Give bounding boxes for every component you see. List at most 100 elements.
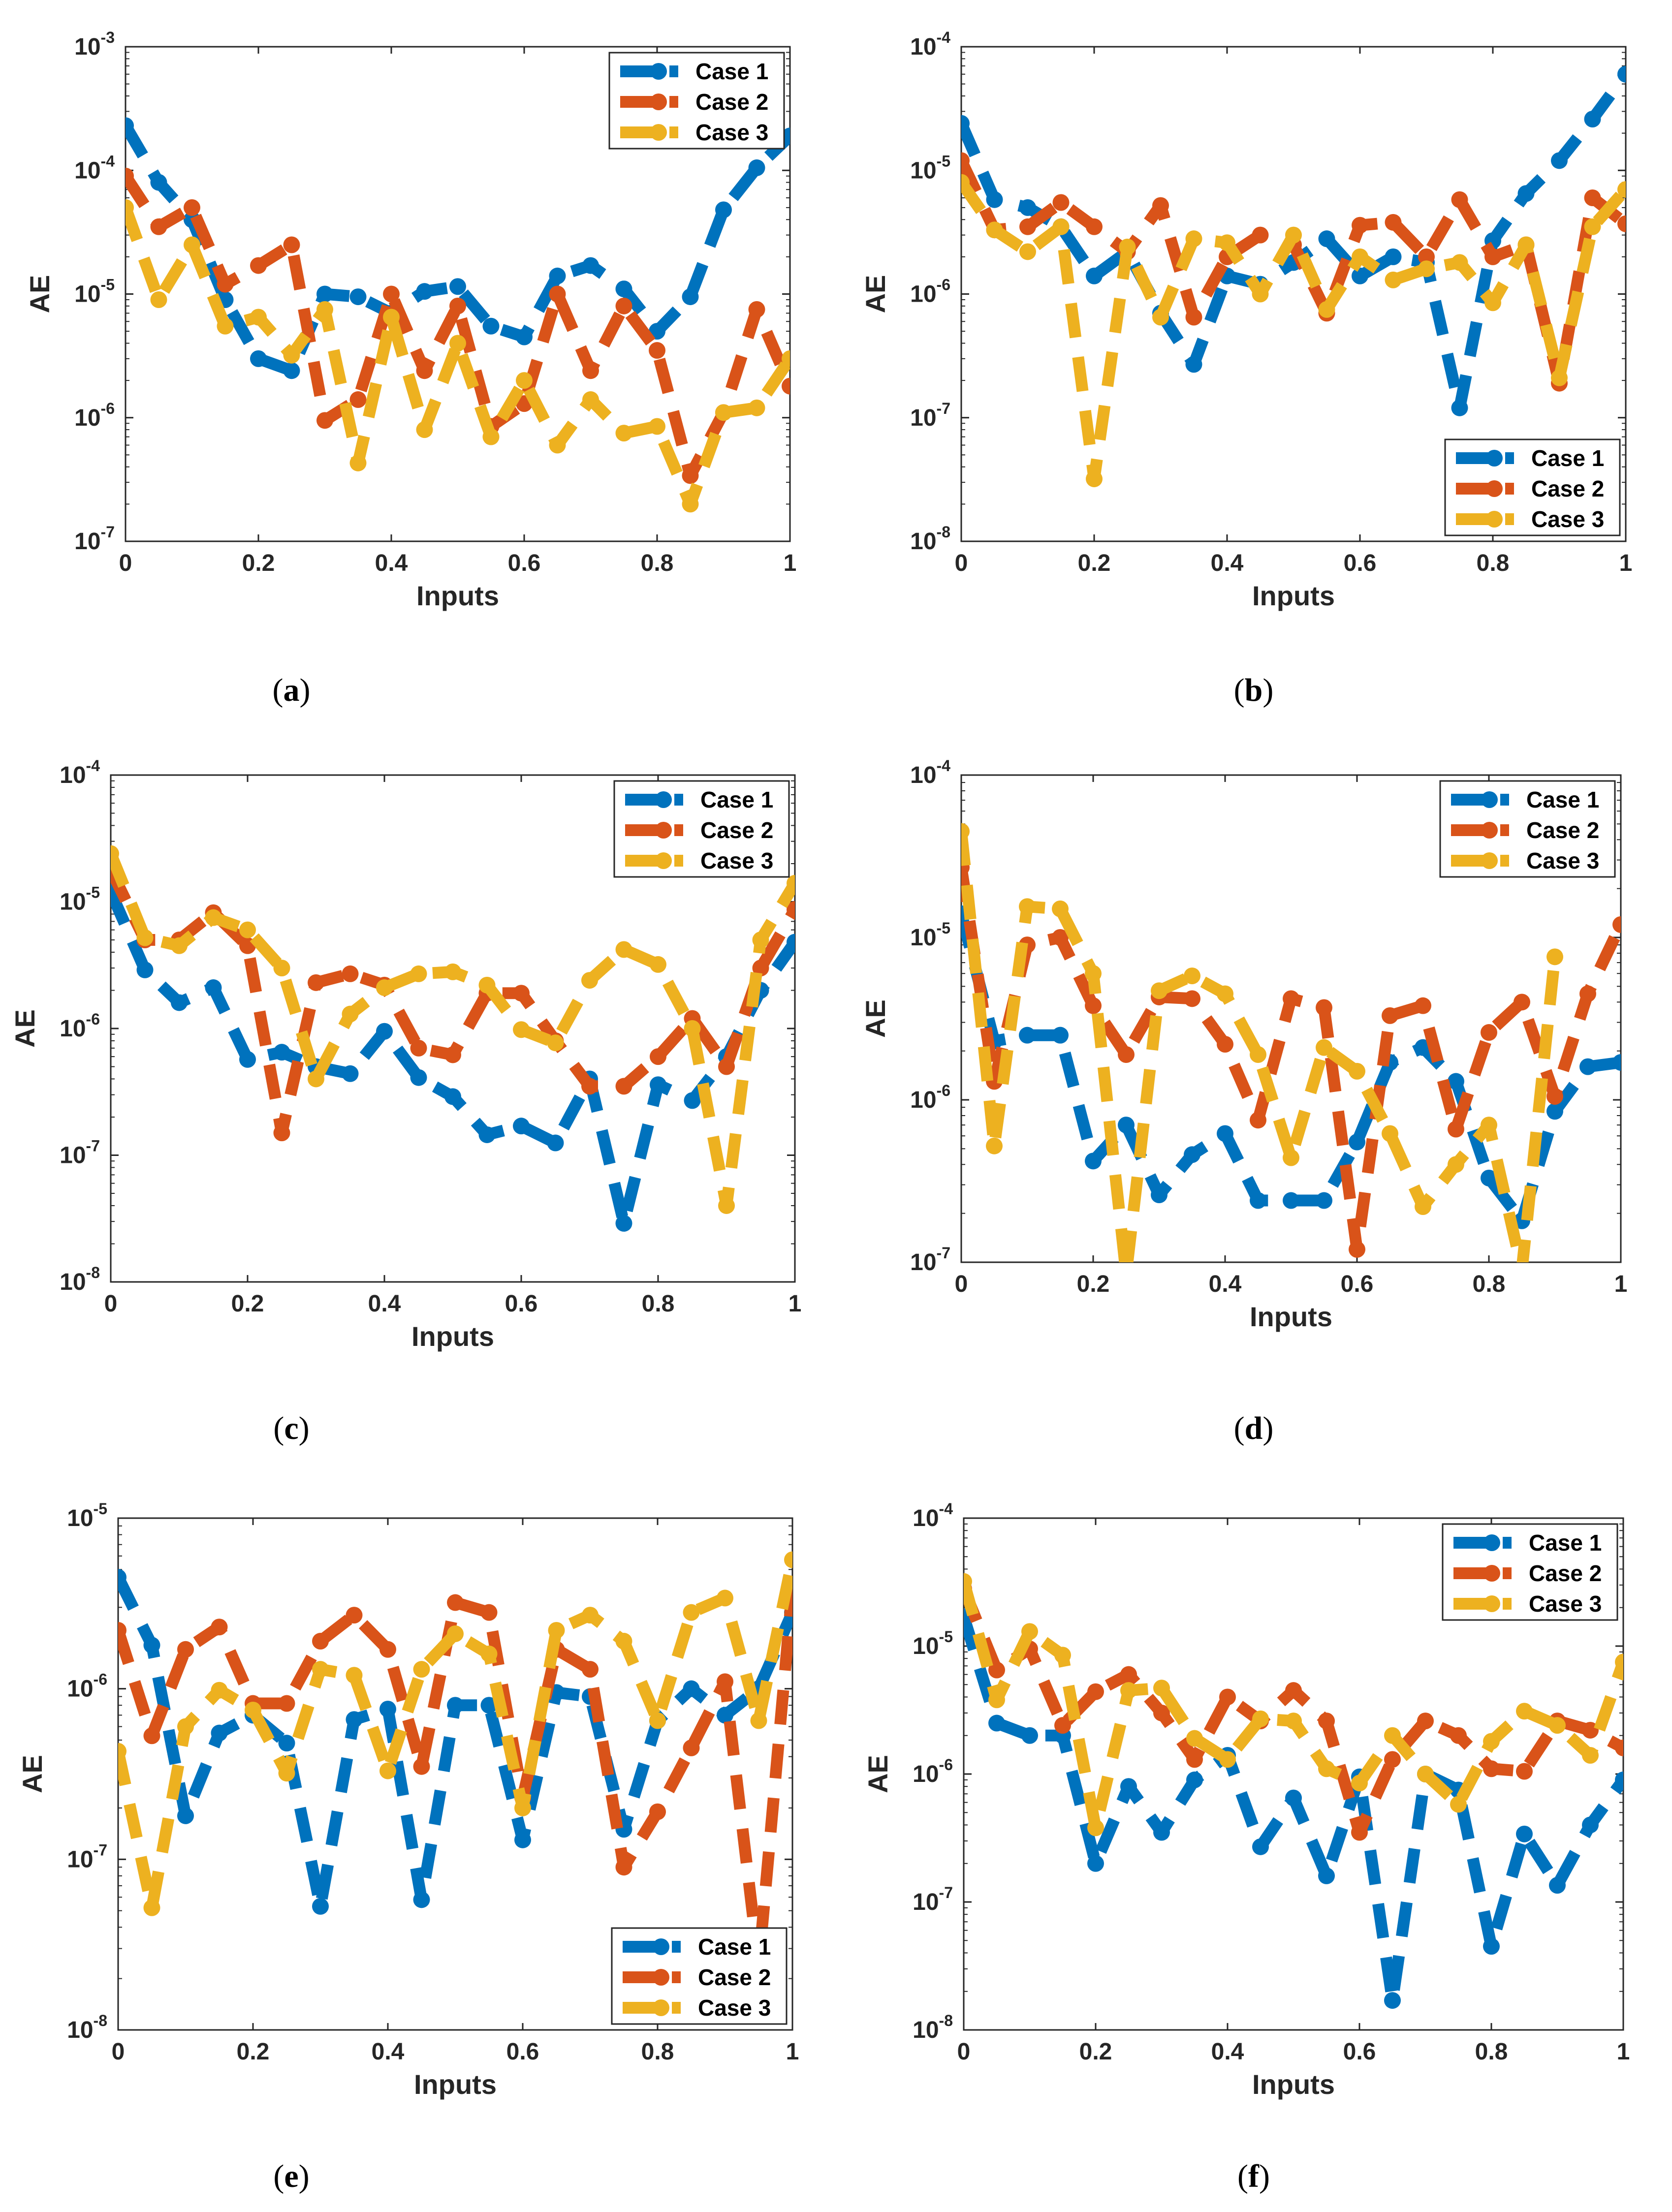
data-point-case3 bbox=[549, 436, 566, 454]
data-point-case3 bbox=[650, 956, 666, 973]
data-point-case1 bbox=[516, 328, 533, 345]
data-point-case1 bbox=[312, 1898, 329, 1915]
data-point-case2 bbox=[1384, 1751, 1401, 1768]
x-tick-label: 0.2 bbox=[1077, 1271, 1110, 1297]
data-point-case2 bbox=[118, 1621, 126, 1639]
data-point-case3 bbox=[480, 1645, 498, 1662]
data-point-case1 bbox=[1153, 1824, 1170, 1841]
data-point-case3 bbox=[1448, 1156, 1464, 1173]
x-tick-label: 0.6 bbox=[1341, 1271, 1374, 1297]
data-point-case2 bbox=[1085, 997, 1102, 1014]
y-tick-label: 10-5 bbox=[913, 1628, 953, 1659]
data-point-case2 bbox=[1417, 1713, 1434, 1730]
data-point-case3 bbox=[1517, 236, 1535, 253]
data-point-case1 bbox=[787, 934, 795, 951]
data-point-case2 bbox=[1118, 1046, 1135, 1063]
data-point-case2 bbox=[126, 167, 134, 185]
x-tick-label: 0.4 bbox=[1211, 550, 1244, 576]
data-point-case2 bbox=[250, 257, 267, 274]
x-axis-label: Inputs bbox=[416, 580, 499, 611]
data-point-case1 bbox=[379, 1700, 396, 1717]
legend-label-case3: Case 3 bbox=[695, 120, 768, 145]
data-point-case1 bbox=[211, 1724, 228, 1742]
data-point-case1 bbox=[239, 1051, 256, 1068]
caption-f: (f) bbox=[1237, 2158, 1270, 2194]
chart-f: 0 0.2 0.4 0.6 0.8 1 10-8 10-7 10-6 10-5 10-4 Inputs… bbox=[862, 1500, 1630, 2100]
data-point-case3 bbox=[1549, 1717, 1566, 1734]
data-point-case1 bbox=[1352, 267, 1368, 284]
data-point-case3 bbox=[514, 1799, 531, 1816]
data-point-case2 bbox=[143, 1727, 160, 1745]
data-point-case1 bbox=[1184, 1146, 1200, 1163]
data-point-case3 bbox=[316, 301, 333, 318]
data-point-case3 bbox=[1087, 1819, 1104, 1837]
data-point-case2 bbox=[748, 301, 765, 318]
data-point-case3 bbox=[312, 1661, 329, 1678]
y-tick-label: 10-6 bbox=[74, 400, 115, 431]
caption-c: (c) bbox=[273, 1410, 310, 1446]
y-tick-label: 10-8 bbox=[60, 1264, 100, 1295]
data-point-case3 bbox=[184, 236, 200, 253]
legend-label-case3: Case 3 bbox=[1526, 848, 1599, 873]
data-point-case3 bbox=[1551, 369, 1568, 386]
series-layer bbox=[961, 65, 1626, 488]
series-line-case3 bbox=[126, 205, 790, 510]
data-point-case2 bbox=[1054, 1717, 1071, 1734]
data-point-case3 bbox=[752, 932, 769, 949]
legend-marker-case3 bbox=[1486, 511, 1503, 528]
data-point-case1 bbox=[1617, 65, 1626, 83]
data-point-case3 bbox=[211, 1682, 228, 1699]
data-point-case3 bbox=[171, 937, 188, 954]
x-tick-label: 1 bbox=[1617, 2039, 1630, 2065]
data-point-case3 bbox=[1316, 1039, 1332, 1056]
data-point-case3 bbox=[239, 921, 256, 938]
data-point-case3 bbox=[615, 1633, 632, 1650]
data-point-case2 bbox=[342, 965, 359, 982]
data-point-case3 bbox=[1152, 309, 1169, 326]
data-point-case3 bbox=[126, 199, 134, 216]
y-tick-label: 10-4 bbox=[910, 757, 950, 788]
data-point-case3 bbox=[1384, 1727, 1401, 1744]
data-point-case3 bbox=[1351, 1775, 1368, 1792]
data-point-case2 bbox=[1052, 194, 1070, 211]
legend-marker-case2 bbox=[655, 822, 672, 839]
data-point-case2 bbox=[177, 1641, 194, 1658]
legend-marker-case1 bbox=[650, 63, 667, 80]
x-tick-label: 0.2 bbox=[237, 2039, 270, 2065]
chart-c: 0 0.2 0.4 0.6 0.8 1 10-8 10-7 10-6 10-5 10-4 Inputs… bbox=[9, 757, 801, 1352]
data-point-case3 bbox=[245, 1701, 261, 1718]
data-point-case1 bbox=[717, 1707, 733, 1724]
x-tick-label: 0 bbox=[104, 1291, 118, 1317]
legend-marker-case3 bbox=[1481, 852, 1498, 869]
data-point-case3 bbox=[717, 1589, 733, 1607]
data-point-case3 bbox=[1451, 254, 1468, 271]
data-point-case1 bbox=[1283, 1192, 1299, 1209]
data-point-case1 bbox=[150, 174, 167, 191]
data-point-case2 bbox=[1285, 1682, 1302, 1699]
data-point-case3 bbox=[1219, 234, 1235, 251]
data-point-case2 bbox=[273, 1124, 290, 1142]
y-tick-label: 10-3 bbox=[74, 29, 115, 60]
data-point-case3 bbox=[988, 1691, 1005, 1709]
chart-a: 0 0.2 0.4 0.6 0.8 1 10-7 10-6 10-5 10-4 10-3 Inputs… bbox=[24, 29, 796, 611]
data-point-case2 bbox=[581, 1078, 598, 1095]
data-point-case3 bbox=[1252, 1710, 1269, 1727]
data-point-case1 bbox=[413, 1891, 430, 1908]
data-point-case2 bbox=[150, 218, 167, 235]
data-point-case1 bbox=[1285, 1789, 1302, 1807]
series-line-case2 bbox=[118, 1587, 792, 1971]
data-point-case1 bbox=[444, 1088, 461, 1105]
data-point-case1 bbox=[376, 1023, 393, 1040]
legend-label-case1: Case 1 bbox=[1531, 445, 1604, 471]
legend: Case 1 Case 2 Case 3 bbox=[1439, 780, 1616, 878]
data-point-case1 bbox=[1087, 1855, 1104, 1872]
data-point-case3 bbox=[1085, 965, 1102, 982]
data-point-case3 bbox=[1584, 218, 1601, 235]
data-point-case1 bbox=[1584, 110, 1601, 127]
x-tick-label: 1 bbox=[786, 2039, 799, 2065]
data-point-case3 bbox=[177, 1718, 194, 1735]
x-tick-label: 0.6 bbox=[508, 550, 541, 576]
legend-label-case1: Case 1 bbox=[1529, 1530, 1602, 1556]
data-point-case3 bbox=[1250, 1046, 1266, 1063]
